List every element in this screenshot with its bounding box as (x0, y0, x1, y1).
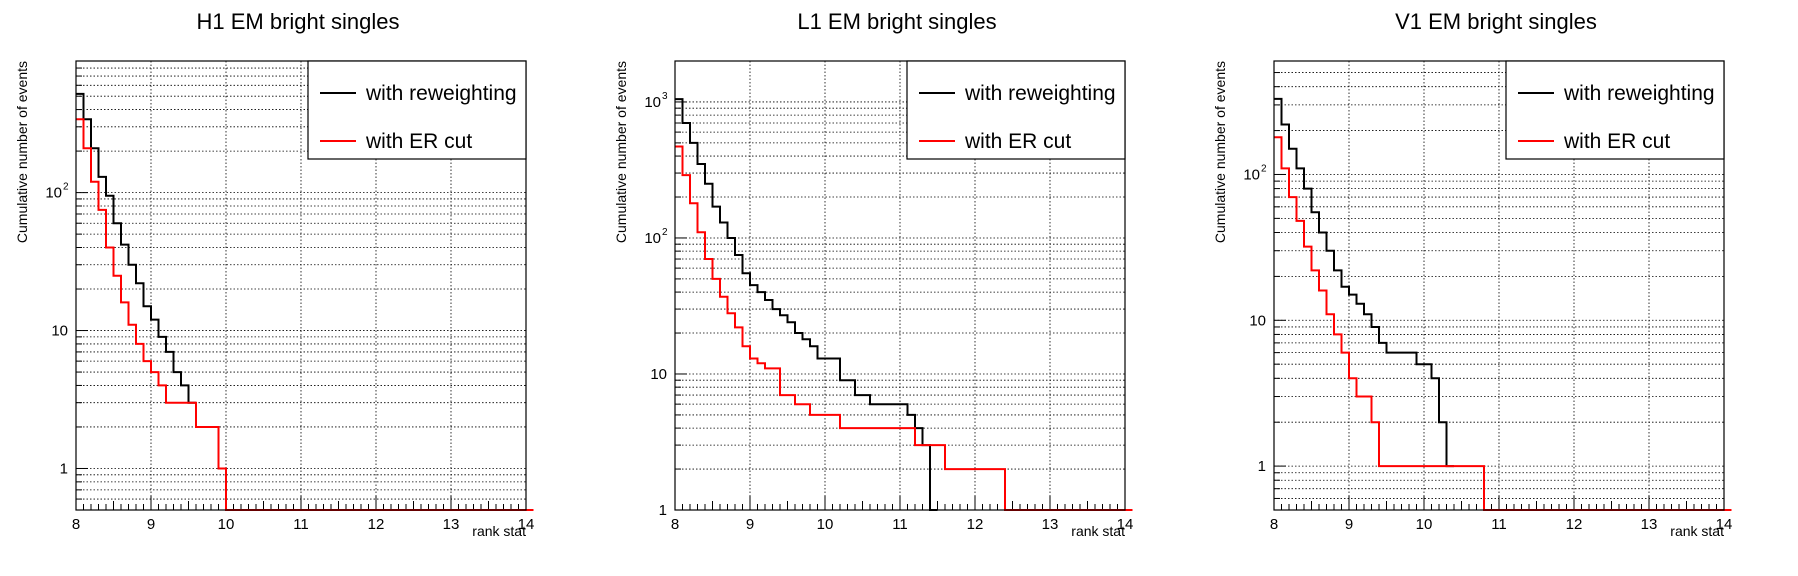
x-tick-label: 8 (72, 516, 80, 533)
chart-title: L1 EM bright singles (797, 9, 996, 34)
chart-panel-h1: 8 9 10 11 12 13 14 1 10 10 2 with reweighting with E… (0, 0, 599, 576)
legend-box (1505, 60, 1725, 160)
legend: with reweighting with ER cut (1505, 60, 1725, 160)
x-tick-label: 13 (443, 516, 460, 533)
legend-box (307, 60, 527, 160)
series-line-reweighting (1274, 97, 1454, 468)
x-tick-label: 14 (1716, 516, 1733, 533)
y-tick-label: 10 (650, 366, 667, 383)
legend-label: with reweighting (365, 82, 517, 105)
chart-panel-l1: 8 9 10 11 12 13 14 1 10 10 2 10 3 with reweighting wit… (599, 0, 1198, 576)
series-line-er-cut (76, 118, 534, 511)
x-axis-label: rank stat (472, 523, 526, 539)
legend: with reweighting with ER cut (307, 60, 527, 160)
chart-title: H1 EM bright singles (197, 9, 400, 34)
x-tick-label: 8 (1270, 516, 1278, 533)
x-tick-label: 12 (368, 516, 385, 533)
x-axis-label: rank stat (1670, 523, 1724, 539)
y-tick-exponent: 2 (662, 227, 668, 238)
x-tick-label: 10 (817, 516, 834, 533)
chart-title: V1 EM bright singles (1395, 9, 1597, 34)
x-tick-label: 10 (218, 516, 235, 533)
y-tick-exponent: 2 (1261, 163, 1267, 174)
x-tick-label: 14 (518, 516, 535, 533)
x-axis-label: rank stat (1071, 523, 1125, 539)
plot-frame (1273, 60, 1725, 511)
y-axis-label: Cumulative number of events (14, 61, 30, 243)
plot-frame (75, 60, 527, 511)
legend-label: with reweighting (1563, 82, 1715, 105)
legend-label: with reweighting (964, 82, 1116, 105)
y-tick-label: 1 (659, 502, 667, 519)
series-line-er-cut (1274, 136, 1732, 511)
legend: with reweighting with ER cut (906, 60, 1126, 160)
y-tick-exponent: 3 (662, 91, 668, 102)
x-tick-label: 13 (1042, 516, 1059, 533)
y-tick-label: 10 (644, 94, 661, 111)
legend-box (906, 60, 1126, 160)
x-tick-label: 9 (147, 516, 155, 533)
x-tick-label: 9 (1345, 516, 1353, 533)
x-tick-label: 10 (1416, 516, 1433, 533)
y-tick-label: 1 (60, 460, 68, 477)
y-tick-label: 1 (1258, 458, 1266, 475)
y-tick-label: 10 (45, 185, 62, 202)
chart-panel-v1: 8 9 10 11 12 13 14 1 10 10 2 with reweighting with E… (1198, 0, 1797, 576)
x-tick-label: 8 (671, 516, 679, 533)
x-tick-label: 11 (293, 516, 309, 533)
series-line-reweighting (76, 92, 196, 404)
y-axis-label: Cumulative number of events (613, 61, 629, 243)
y-axis-label: Cumulative number of events (1212, 61, 1228, 243)
x-tick-label: 13 (1641, 516, 1658, 533)
x-tick-label: 11 (892, 516, 908, 533)
y-tick-label: 10 (1243, 166, 1260, 183)
y-tick-label: 10 (51, 323, 68, 340)
x-tick-label: 12 (1566, 516, 1583, 533)
y-tick-exponent: 2 (63, 182, 69, 193)
plot-frame (674, 60, 1126, 511)
legend-label: with ER cut (964, 130, 1071, 153)
series-line-er-cut (675, 145, 1133, 511)
x-tick-label: 9 (746, 516, 754, 533)
x-tick-label: 14 (1117, 516, 1134, 533)
y-tick-label: 10 (644, 230, 661, 247)
series-line-reweighting (675, 98, 938, 511)
legend-label: with ER cut (1563, 130, 1670, 153)
x-tick-label: 11 (1491, 516, 1507, 533)
legend-label: with ER cut (365, 130, 472, 153)
x-tick-label: 12 (967, 516, 984, 533)
y-tick-label: 10 (1249, 312, 1266, 329)
